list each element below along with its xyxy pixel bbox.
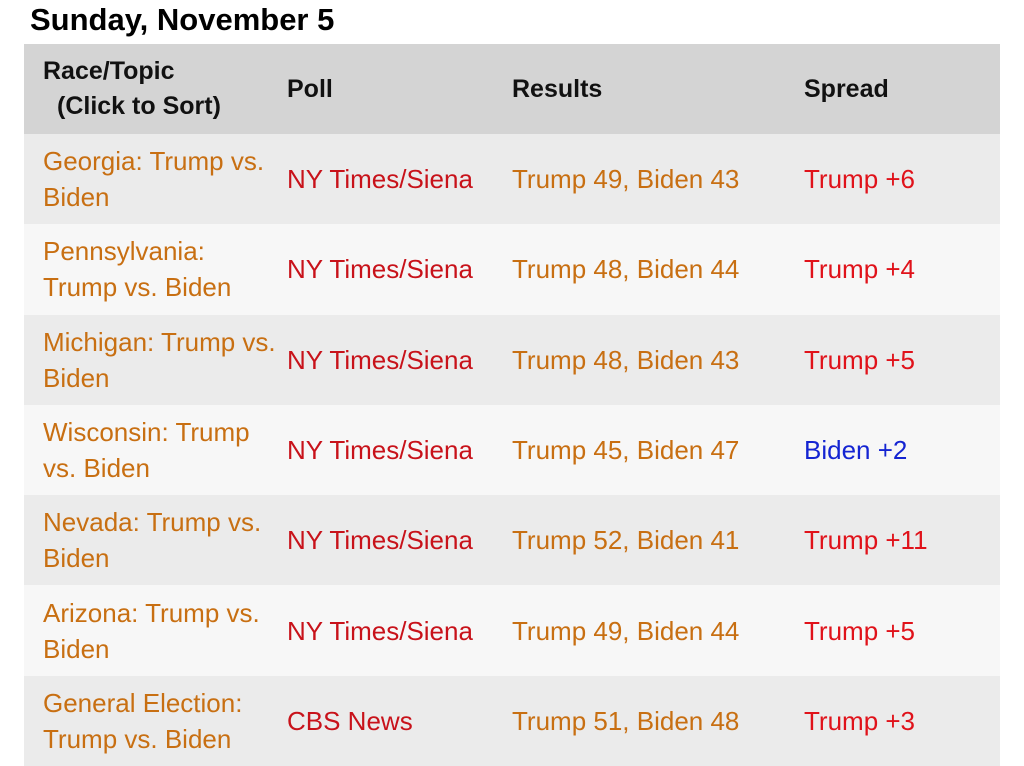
poll-link[interactable]: NY Times/Siena — [287, 164, 473, 195]
table-row: Arizona: Trump vs. Biden NY Times/Siena Tr… — [24, 585, 1000, 676]
results-cell: Trump 48, Biden 43 — [512, 344, 740, 375]
poll-link[interactable]: NY Times/Siena — [287, 344, 473, 375]
spread-header: Spread — [804, 74, 889, 103]
table-row: General Election: Trump vs. Biden CBS New… — [24, 675, 1000, 766]
table-row: Nevada: Trump vs. Biden NY Times/Siena Tru… — [24, 495, 1000, 586]
spread-cell: Biden +2 — [804, 435, 908, 466]
race-topic-header-label: Race/Topic — [43, 57, 175, 85]
race-topic-link[interactable]: Pennsylvania: Trump vs. Biden — [43, 236, 232, 303]
spread-cell: Trump +5 — [804, 615, 916, 646]
page-title: Sunday, November 5 — [30, 2, 335, 37]
race-topic-link[interactable]: Arizona: Trump vs. Biden — [43, 597, 260, 664]
race-topic-sort-header[interactable]: Race/Topic (Click to Sort) — [24, 44, 287, 134]
poll-header: Poll — [287, 74, 333, 103]
race-topic-link[interactable]: Nevada: Trump vs. Biden — [43, 507, 262, 574]
poll-link[interactable]: NY Times/Siena — [287, 254, 473, 285]
results-header: Results — [512, 74, 603, 103]
race-topic-link[interactable]: Wisconsin: Trump vs. Biden — [43, 417, 250, 484]
results-cell: Trump 49, Biden 43 — [512, 164, 740, 195]
race-topic-link[interactable]: General Election: Trump vs. Biden — [43, 687, 243, 754]
spread-cell: Trump +5 — [804, 344, 916, 375]
spread-cell: Trump +4 — [804, 254, 916, 285]
spread-cell: Trump +6 — [804, 164, 916, 195]
polls-table: Race/Topic (Click to Sort) Poll Results … — [24, 44, 1000, 766]
click-to-sort-label: (Click to Sort) — [57, 92, 221, 120]
table-row: Pennsylvania: Trump vs. Biden NY Times/Si… — [24, 224, 1000, 315]
results-cell: Trump 48, Biden 44 — [512, 254, 740, 285]
poll-link[interactable]: NY Times/Siena — [287, 615, 473, 646]
poll-link[interactable]: NY Times/Siena — [287, 435, 473, 466]
results-cell: Trump 45, Biden 47 — [512, 435, 740, 466]
results-cell: Trump 49, Biden 44 — [512, 615, 740, 646]
table-header-row: Race/Topic (Click to Sort) Poll Results … — [24, 44, 1000, 134]
table-row: Georgia: Trump vs. Biden NY Times/Siena Tr… — [24, 134, 1000, 225]
poll-link[interactable]: CBS News — [287, 705, 413, 736]
table-body: Georgia: Trump vs. Biden NY Times/Siena Tr… — [24, 134, 1000, 766]
table-row: Wisconsin: Trump vs. Biden NY Times/Siena… — [24, 404, 1000, 496]
race-topic-link[interactable]: Georgia: Trump vs. Biden — [43, 146, 265, 213]
results-cell: Trump 51, Biden 48 — [512, 705, 740, 736]
race-topic-link[interactable]: Michigan: Trump vs. Biden — [43, 326, 276, 393]
spread-cell: Trump +11 — [804, 525, 928, 556]
spread-cell: Trump +3 — [804, 705, 916, 736]
table-row: Michigan: Trump vs. Biden NY Times/Siena T… — [24, 314, 1000, 405]
poll-link[interactable]: NY Times/Siena — [287, 525, 473, 556]
results-cell: Trump 52, Biden 41 — [512, 525, 740, 556]
